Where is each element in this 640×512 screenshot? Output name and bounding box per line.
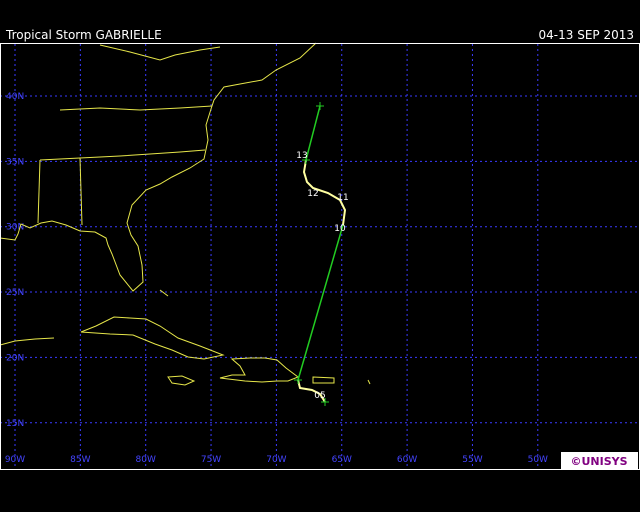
track-storm-early <box>297 379 326 403</box>
lon-label: 50W <box>528 455 548 465</box>
lesser-antilles <box>367 379 371 385</box>
grid: 40N 35N 30N 25N 20N 15N 90W 85W 80W 75W 70W 65W 60W 5… <box>0 44 640 469</box>
coastlines <box>0 42 371 386</box>
cuba <box>80 316 225 360</box>
state-lines-4 <box>79 157 83 226</box>
track-day-label: 12 <box>307 189 318 199</box>
lat-label: 20N <box>6 353 24 363</box>
lon-label: 90W <box>5 455 25 465</box>
track-depression <box>297 224 344 381</box>
lon-label: 70W <box>266 455 286 465</box>
lat-label: 15N <box>6 419 24 429</box>
track-storm <box>302 159 347 226</box>
track-day-label: 10 <box>334 224 346 234</box>
jamaica <box>167 375 196 386</box>
track-extratropical <box>305 105 321 161</box>
lon-label: 80W <box>136 455 156 465</box>
lat-label: 30N <box>6 223 24 233</box>
track-labels: 13 12 11 10 05 <box>296 151 348 401</box>
lat-label: 40N <box>6 92 24 102</box>
track-day-label: 13 <box>296 151 307 161</box>
logo-box <box>561 452 638 469</box>
lon-label: 60W <box>397 455 417 465</box>
track-markers <box>294 102 329 406</box>
track-day-label: 05 <box>314 391 325 401</box>
puerto-rico <box>312 376 335 384</box>
us-coast <box>0 42 317 292</box>
state-lines-3 <box>37 159 41 224</box>
lat-label: 35N <box>6 157 24 167</box>
central-america <box>0 337 55 346</box>
great-lakes <box>99 44 221 61</box>
lon-label: 75W <box>201 455 221 465</box>
hispaniola <box>219 357 300 383</box>
state-lines <box>39 149 206 161</box>
logo: ©UNISYS <box>570 455 627 468</box>
bahamas <box>159 289 169 297</box>
date-range: 04-13 SEP 2013 <box>539 28 634 42</box>
storm-title: Tropical Storm GABRIELLE <box>5 28 162 42</box>
state-lines-2 <box>59 105 213 111</box>
track-day-label: 11 <box>337 193 348 203</box>
lon-label: 85W <box>70 455 90 465</box>
lon-label: 55W <box>462 455 482 465</box>
storm-track <box>294 102 347 406</box>
lon-label: 65W <box>332 455 352 465</box>
lat-label: 25N <box>6 288 24 298</box>
